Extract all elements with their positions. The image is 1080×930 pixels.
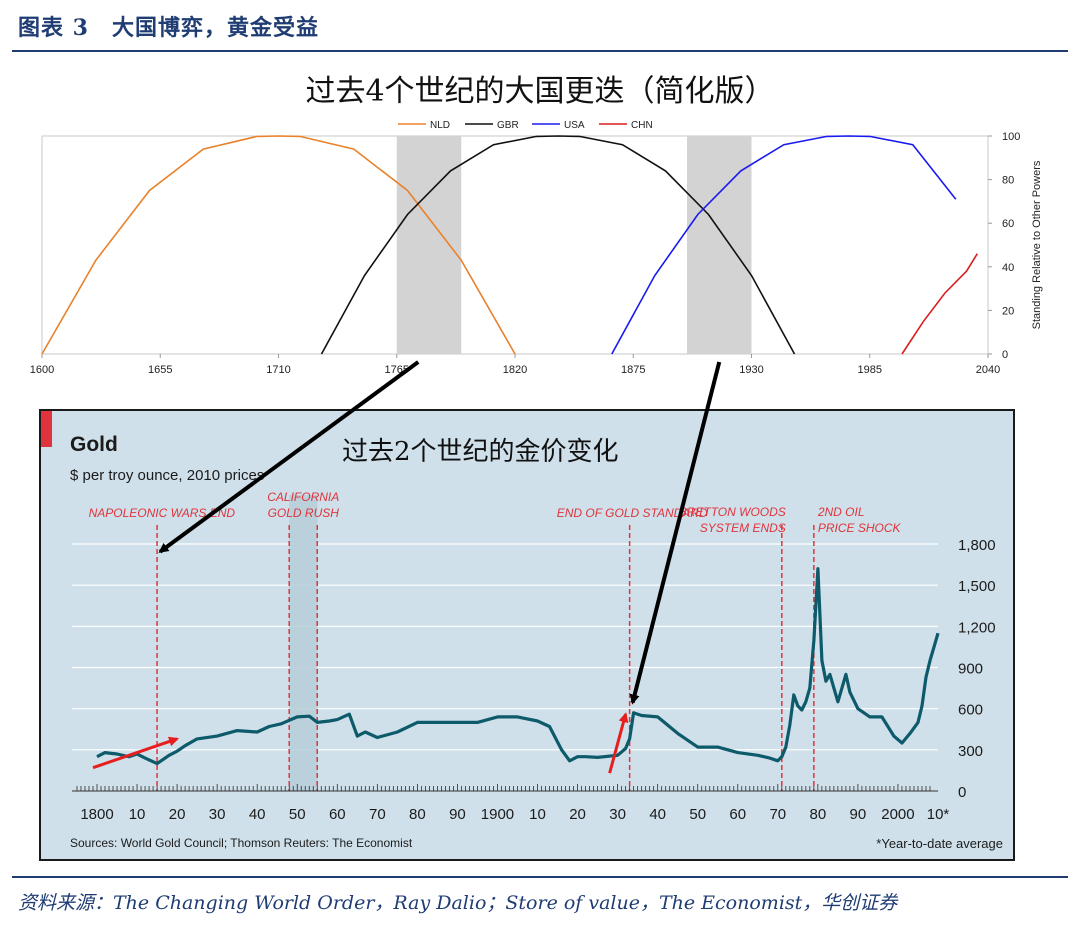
y-tick-label: 1,800 (958, 537, 996, 554)
x-tick-label: 60 (729, 806, 746, 823)
x-tick-label: 1800 (80, 806, 113, 823)
legend-label-nld: NLD (430, 120, 450, 131)
figure-label: 图表 3 大国博弈，黄金受益 (18, 15, 319, 41)
source-note: 资料来源：The Changing World Order，Ray Dalio；… (18, 892, 898, 914)
top-rule (12, 50, 1068, 52)
x-tick-label: 10 (129, 806, 146, 823)
y-tick-label: 600 (958, 702, 983, 719)
gold-overlay-title: 过去2个世纪的金价变化 (342, 437, 619, 467)
x-tick-label: 1820 (503, 364, 527, 376)
x-tick-label: 20 (569, 806, 586, 823)
x-tick-label: 1985 (858, 364, 882, 376)
series-line-chn (901, 253, 978, 355)
y-tick-label: 60 (1002, 218, 1014, 230)
x-tick-label: 30 (209, 806, 226, 823)
series-line-nld (41, 135, 516, 355)
plot-area (41, 135, 989, 355)
x-tick-label: 10* (927, 806, 950, 823)
x-tick-label: 50 (289, 806, 306, 823)
event-label: 2ND OIL (817, 505, 865, 519)
y-tick-label: 900 (958, 661, 983, 678)
gold-panel (39, 409, 1015, 861)
red-annotation-arrow (92, 736, 179, 770)
gold-sources: Sources: World Gold Council; Thomson Reu… (70, 836, 413, 850)
legend-label-usa: USA (564, 120, 585, 131)
x-tick-label: 1655 (148, 364, 172, 376)
x-tick-label: 90 (850, 806, 867, 823)
gold-panel-marker (41, 411, 52, 447)
x-tick-label: 1710 (266, 364, 290, 376)
x-tick-label: 80 (810, 806, 827, 823)
red-annotation-arrow (608, 712, 629, 774)
band-label: CALIFORNIA (267, 490, 339, 504)
gold-rush-band (289, 495, 318, 791)
black-annotation-arrow (629, 361, 722, 705)
y-tick-label: 80 (1002, 175, 1014, 187)
y-tick-label: 100 (1002, 131, 1020, 143)
x-tick-label: 20 (169, 806, 186, 823)
gold-footnote: *Year-to-date average (876, 836, 1003, 851)
y-axis-label: Standing Relative to Other Powers (1031, 160, 1043, 329)
x-tick-label: 2000 (881, 806, 914, 823)
y-tick-label: 1,500 (958, 578, 996, 595)
x-tick-label: 90 (449, 806, 466, 823)
chart1-title: 过去4个世纪的大国更迭（简化版） (305, 74, 775, 109)
y-tick-label: 300 (958, 743, 983, 760)
x-tick-label: 40 (249, 806, 266, 823)
legend-label-gbr: GBR (497, 120, 519, 131)
gold-title: Gold (70, 433, 118, 456)
x-tick-label: 60 (329, 806, 346, 823)
y-tick-label: 1,200 (958, 619, 996, 636)
series-line-gbr (320, 135, 796, 355)
event-label: PRICE SHOCK (818, 521, 902, 535)
x-tick-label: 1930 (739, 364, 763, 376)
x-tick-label: 1900 (481, 806, 514, 823)
band-label: GOLD RUSH (268, 506, 340, 520)
black-annotation-arrow (158, 360, 420, 554)
series-line-usa (611, 135, 957, 355)
y-tick-label: 0 (958, 784, 966, 801)
event-label: NAPOLEONIC WARS END (89, 506, 236, 520)
x-tick-label: 40 (649, 806, 666, 823)
x-tick-label: 80 (409, 806, 426, 823)
gold-subtitle: $ per troy ounce, 2010 prices (70, 467, 264, 484)
x-tick-label: 70 (769, 806, 786, 823)
x-tick-label: 1600 (30, 364, 54, 376)
event-label: END OF GOLD STANDARD (557, 506, 708, 520)
x-tick-label: 2040 (976, 364, 1000, 376)
x-tick-label: 1875 (621, 364, 645, 376)
transition-band (687, 136, 752, 354)
x-tick-label: 30 (609, 806, 626, 823)
gold-price-line (96, 567, 940, 766)
y-tick-label: 0 (1002, 349, 1008, 361)
y-tick-label: 40 (1002, 262, 1014, 274)
x-tick-label: 70 (369, 806, 386, 823)
y-tick-label: 20 (1002, 305, 1014, 317)
event-label: BRETTON WOODS (679, 505, 786, 519)
legend-label-chn: CHN (631, 120, 653, 131)
bottom-rule (12, 876, 1068, 878)
x-tick-label: 10 (529, 806, 546, 823)
event-label: SYSTEM ENDS (700, 521, 786, 535)
x-tick-label: 50 (689, 806, 706, 823)
